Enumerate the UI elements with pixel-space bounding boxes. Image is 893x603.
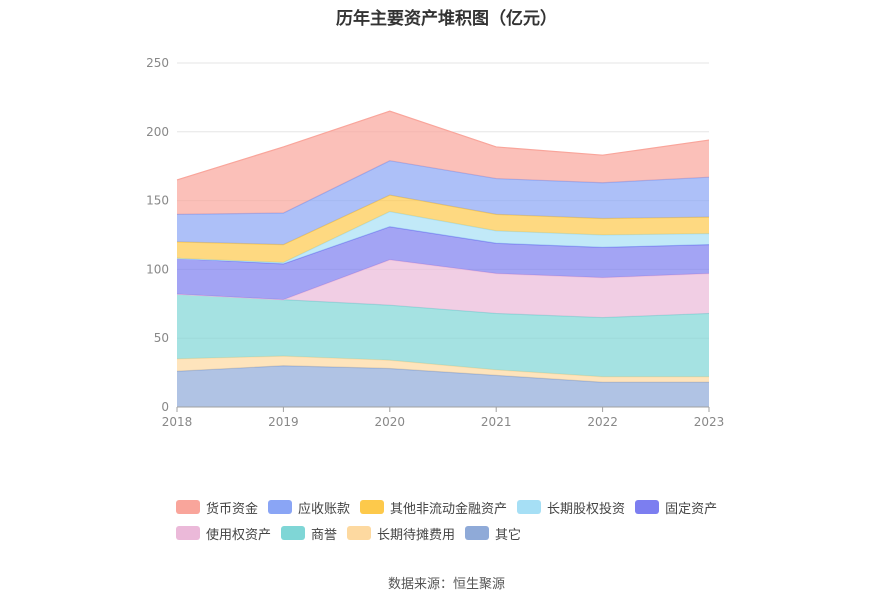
legend-swatch (360, 500, 385, 514)
legend-item-shiyongquan[interactable]: 使用权资产 (176, 524, 271, 543)
series-line (176, 110, 710, 181)
x-tick-label: 2020 (375, 415, 406, 429)
legend-swatch (347, 526, 372, 540)
legend-item-qitafeiliudong[interactable]: 其他非流动金融资产 (360, 498, 507, 517)
x-tick-label: 2022 (587, 415, 618, 429)
legend-item-shangyu[interactable]: 商誉 (281, 524, 337, 543)
area-series (177, 226, 709, 300)
legend-swatch (176, 500, 200, 514)
y-tick-label: 200 (146, 125, 169, 139)
area-series (177, 259, 709, 318)
legend-item-huobizijin[interactable]: 货币资金 (176, 498, 258, 517)
x-tick-label: 2021 (481, 415, 512, 429)
area-series (177, 356, 709, 383)
legend-item-yingshouzhangkuan[interactable]: 应收账款 (268, 498, 350, 517)
y-tick-label: 50 (154, 331, 169, 345)
legend-swatch (281, 526, 306, 540)
y-tick-label: 0 (161, 400, 169, 414)
area-series (177, 111, 709, 215)
legend-swatch (635, 500, 660, 514)
legend-label: 使用权资产 (206, 527, 272, 543)
legend-swatch (465, 526, 490, 540)
legend-label: 固定资产 (665, 501, 718, 517)
legend: 货币资金 应收账款 其他非流动金融资产 长期股权投资 固定资产 使用权资产 商誉 (176, 494, 776, 546)
area-series (177, 211, 709, 264)
x-tick-label: 2023 (694, 415, 725, 429)
legend-item-changqiguquan[interactable]: 长期股权投资 (517, 498, 625, 517)
chart-title: 历年主要资产堆积图（亿元） (336, 9, 557, 29)
legend-swatch (517, 500, 542, 514)
y-tick-label: 150 (146, 194, 169, 208)
y-tick-label: 100 (146, 262, 169, 276)
legend-swatch (268, 500, 293, 514)
area-series (177, 365, 709, 407)
area-series (177, 195, 709, 263)
legend-label: 应收账款 (298, 501, 351, 517)
legend-item-gudingzichan[interactable]: 固定资产 (635, 498, 717, 517)
legend-swatch (176, 526, 200, 540)
legend-label: 商誉 (311, 527, 338, 543)
x-tick-label: 2019 (268, 415, 299, 429)
x-tick-label: 2018 (162, 415, 193, 429)
legend-row-1: 货币资金 应收账款 其他非流动金融资产 长期股权投资 固定资产 (176, 494, 776, 520)
legend-row-2: 使用权资产 商誉 长期待摊费用 其它 (176, 520, 776, 546)
legend-label: 其他非流动金融资产 (390, 501, 508, 517)
y-tick-label: 250 (146, 56, 169, 70)
area-series (177, 294, 709, 377)
legend-item-changqidaitan[interactable]: 长期待摊费用 (347, 524, 455, 543)
legend-label: 长期待摊费用 (377, 527, 456, 543)
legend-label: 长期股权投资 (547, 501, 626, 517)
data-source: 数据来源：恒生聚源 (387, 577, 505, 592)
legend-item-qita[interactable]: 其它 (465, 524, 521, 543)
legend-label: 其它 (495, 527, 522, 543)
area-series (177, 160, 709, 245)
legend-label: 货币资金 (206, 501, 259, 517)
